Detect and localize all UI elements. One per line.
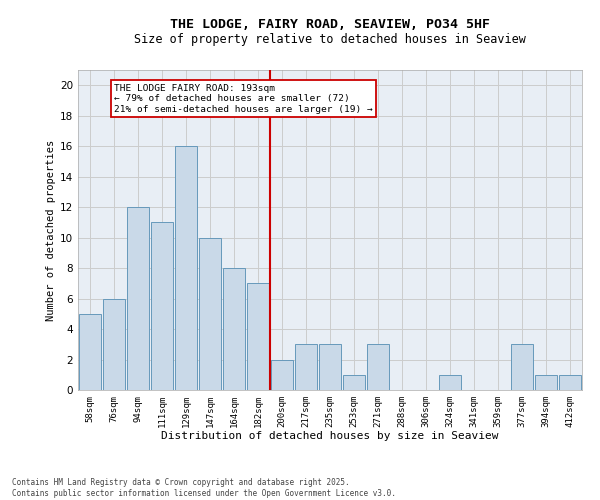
Y-axis label: Number of detached properties: Number of detached properties bbox=[46, 140, 56, 320]
Bar bbox=[103, 298, 125, 390]
Bar bbox=[127, 207, 149, 390]
Bar bbox=[271, 360, 293, 390]
Bar bbox=[367, 344, 389, 390]
Text: Contains HM Land Registry data © Crown copyright and database right 2025.
Contai: Contains HM Land Registry data © Crown c… bbox=[12, 478, 396, 498]
X-axis label: Distribution of detached houses by size in Seaview: Distribution of detached houses by size … bbox=[161, 432, 499, 442]
Bar bbox=[247, 284, 269, 390]
Bar bbox=[319, 344, 341, 390]
Bar bbox=[559, 375, 581, 390]
Bar bbox=[151, 222, 173, 390]
Bar bbox=[199, 238, 221, 390]
Bar bbox=[439, 375, 461, 390]
Bar bbox=[511, 344, 533, 390]
Bar bbox=[295, 344, 317, 390]
Text: THE LODGE FAIRY ROAD: 193sqm
← 79% of detached houses are smaller (72)
21% of se: THE LODGE FAIRY ROAD: 193sqm ← 79% of de… bbox=[114, 84, 373, 114]
Bar bbox=[79, 314, 101, 390]
Bar bbox=[343, 375, 365, 390]
Bar bbox=[175, 146, 197, 390]
Text: THE LODGE, FAIRY ROAD, SEAVIEW, PO34 5HF: THE LODGE, FAIRY ROAD, SEAVIEW, PO34 5HF bbox=[170, 18, 490, 30]
Text: Size of property relative to detached houses in Seaview: Size of property relative to detached ho… bbox=[134, 32, 526, 46]
Bar bbox=[535, 375, 557, 390]
Bar bbox=[223, 268, 245, 390]
